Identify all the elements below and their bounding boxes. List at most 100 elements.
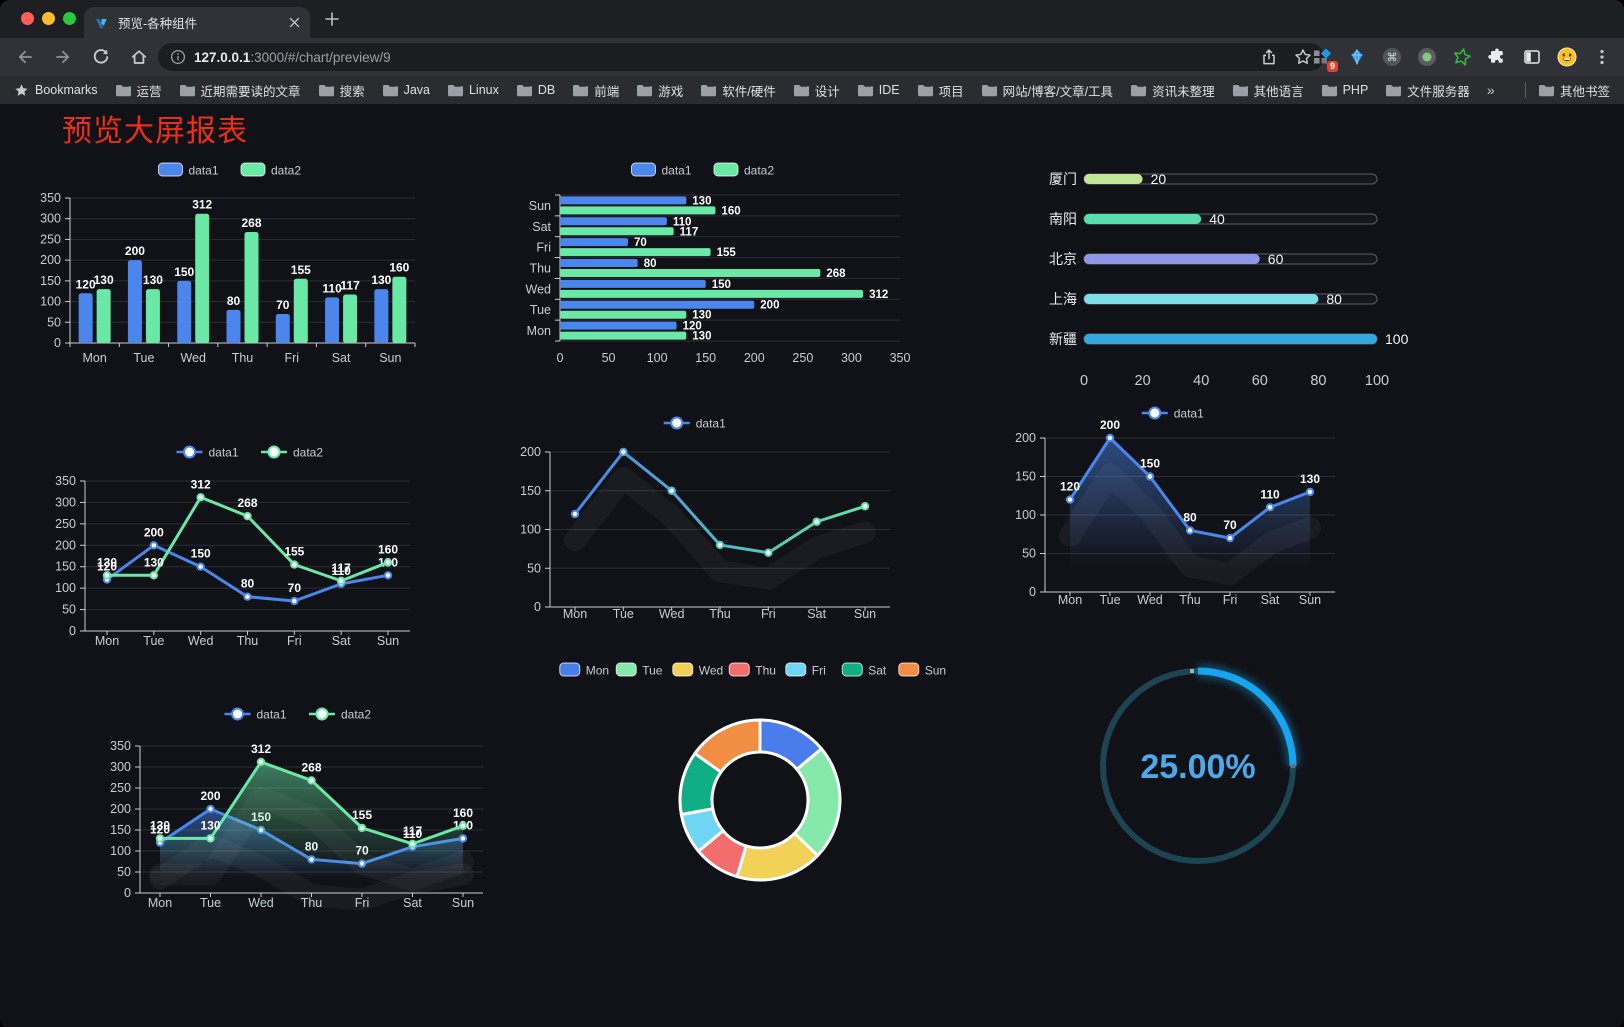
extension-puzzle-icon[interactable] xyxy=(1485,45,1509,69)
bookmark-folder[interactable]: DB xyxy=(516,83,555,97)
zoom-window-button[interactable] xyxy=(63,12,76,25)
svg-text:130: 130 xyxy=(692,310,711,322)
bookmark-folder[interactable]: 游戏 xyxy=(636,81,683,100)
bookmark-folder[interactable]: 其他语言 xyxy=(1232,81,1304,100)
back-button[interactable] xyxy=(16,48,34,66)
legend-item-Wed[interactable]: Wed xyxy=(672,662,723,678)
home-button[interactable] xyxy=(130,48,148,66)
svg-text:200: 200 xyxy=(520,445,541,459)
forward-button[interactable] xyxy=(54,48,72,66)
legend-item-data2[interactable]: data2 xyxy=(261,445,323,460)
bookmark-folder[interactable]: PHP xyxy=(1321,83,1368,97)
svg-text:data2: data2 xyxy=(271,164,301,178)
legend-item-data2[interactable]: data2 xyxy=(309,707,371,722)
svg-text:130: 130 xyxy=(144,555,164,569)
bar-vertical-canvas: data1 data2050100150200250300350Mon120130… xyxy=(40,162,416,365)
new-tab-button[interactable] xyxy=(322,9,342,29)
tab-strip: 预览-各种组件 xyxy=(0,0,1624,38)
bookmarks-root[interactable]: Bookmarks xyxy=(14,83,98,98)
browser-tab[interactable]: 预览-各种组件 xyxy=(84,7,310,38)
legend-item-data1[interactable]: data1 xyxy=(631,162,692,178)
extension-command-icon[interactable]: ⌘ xyxy=(1380,45,1404,69)
svg-text:160: 160 xyxy=(453,806,473,820)
svg-text:Wed: Wed xyxy=(180,351,206,365)
site-info-icon[interactable] xyxy=(170,49,186,65)
extension-record-icon[interactable] xyxy=(1415,45,1439,69)
bookmark-folder[interactable]: 搜索 xyxy=(318,81,365,100)
svg-text:150: 150 xyxy=(191,547,211,561)
svg-text:100: 100 xyxy=(520,523,541,537)
legend-item-data1[interactable]: data1 xyxy=(176,445,239,460)
svg-text:Fri: Fri xyxy=(355,896,370,910)
minimize-window-button[interactable] xyxy=(42,12,55,25)
grouped-bar-chart: data1 data2 0 50 100 150 200 250 300 350 Mon 120 130… xyxy=(40,150,470,368)
svg-text:312: 312 xyxy=(191,477,211,491)
svg-text:80: 80 xyxy=(1310,373,1326,389)
svg-text:Wed: Wed xyxy=(1137,593,1163,607)
extension-emoji-icon[interactable] xyxy=(1555,45,1579,69)
legend-item-data1[interactable]: data1 xyxy=(158,162,219,178)
bookmarks-overflow-chevron[interactable]: » xyxy=(1486,82,1495,98)
svg-text:100: 100 xyxy=(1015,508,1036,522)
bookmark-folder[interactable]: Java xyxy=(382,83,430,97)
svg-text:312: 312 xyxy=(192,198,212,212)
svg-text:200: 200 xyxy=(55,538,76,552)
svg-text:Tue: Tue xyxy=(1099,593,1120,607)
other-bookmarks-folder[interactable]: 其他书签 xyxy=(1538,81,1610,100)
address-bar[interactable]: 127.0.0.1:3000/#/chart/preview/9 xyxy=(158,43,1324,71)
svg-text:Sun: Sun xyxy=(529,199,551,213)
svg-text:300: 300 xyxy=(40,212,61,226)
legend-item-Sun[interactable]: Sun xyxy=(898,662,946,678)
legend-item-Fri[interactable]: Fri xyxy=(785,662,826,678)
legend-item-data2[interactable]: data2 xyxy=(240,162,301,178)
legend-item-Thu[interactable]: Thu xyxy=(728,662,776,678)
tab-favicon xyxy=(94,15,110,31)
folder-icon xyxy=(1131,84,1147,96)
svg-text:Wed: Wed xyxy=(248,896,274,910)
close-window-button[interactable] xyxy=(21,12,34,25)
svg-text:150: 150 xyxy=(55,560,76,574)
legend-item-Sat[interactable]: Sat xyxy=(841,662,887,678)
bookmark-folder[interactable]: 运营 xyxy=(115,81,162,100)
svg-text:data1: data1 xyxy=(257,708,287,722)
bookmark-folder[interactable]: Linux xyxy=(447,83,499,97)
folder-icon xyxy=(1538,84,1555,96)
chart-legend: Mon Tue Wed Thu Fri Sat Sun xyxy=(559,662,946,678)
bookmark-folder[interactable]: 前端 xyxy=(572,81,619,100)
bookmark-folder[interactable]: 近期需要读的文章 xyxy=(179,81,301,100)
svg-text:200: 200 xyxy=(744,351,765,365)
bookmark-star-icon[interactable] xyxy=(1294,48,1312,66)
folder-icon xyxy=(1232,84,1248,96)
gauge-chart: 25.00% xyxy=(1096,664,1300,868)
svg-text:新疆: 新疆 xyxy=(1049,331,1077,347)
tab-close-icon[interactable] xyxy=(289,17,300,28)
bookmark-folder[interactable]: 网站/博客/文章/工具 xyxy=(981,81,1113,100)
page-title: 预览大屏报表 xyxy=(62,115,248,148)
legend-item-data2[interactable]: data2 xyxy=(713,162,774,178)
bookmark-folder[interactable]: 文件服务器 xyxy=(1385,81,1470,100)
legend-item-data1[interactable]: data1 xyxy=(663,416,726,431)
extension-sidepanel-icon[interactable] xyxy=(1520,45,1544,69)
svg-text:250: 250 xyxy=(55,517,76,531)
svg-text:300: 300 xyxy=(841,351,862,365)
extension-grid-icon[interactable]: 9 xyxy=(1310,45,1338,72)
bookmark-folder[interactable]: 资讯未整理 xyxy=(1130,81,1215,100)
svg-text:Sun: Sun xyxy=(925,664,946,678)
bookmark-folder[interactable]: 设计 xyxy=(793,81,840,100)
svg-text:117: 117 xyxy=(680,226,699,238)
legend-item-Mon[interactable]: Mon xyxy=(559,662,609,678)
kebab-menu-icon[interactable] xyxy=(1590,45,1614,69)
bookmark-folder[interactable]: IDE xyxy=(857,83,900,97)
share-icon[interactable] xyxy=(1260,48,1278,66)
extension-gem-icon[interactable] xyxy=(1345,45,1369,69)
legend-item-data1[interactable]: data1 xyxy=(1141,406,1204,421)
svg-text:50: 50 xyxy=(602,351,616,365)
reload-button[interactable] xyxy=(92,48,110,66)
svg-text:data1: data1 xyxy=(696,417,726,431)
bookmark-folder[interactable]: 项目 xyxy=(917,81,964,100)
legend-item-Tue[interactable]: Tue xyxy=(615,662,663,678)
chart-legend: data1 xyxy=(1141,406,1204,421)
bookmark-folder[interactable]: 软件/硬件 xyxy=(700,81,776,100)
legend-item-data1[interactable]: data1 xyxy=(224,707,287,722)
extension-green-star-icon[interactable] xyxy=(1450,45,1474,69)
